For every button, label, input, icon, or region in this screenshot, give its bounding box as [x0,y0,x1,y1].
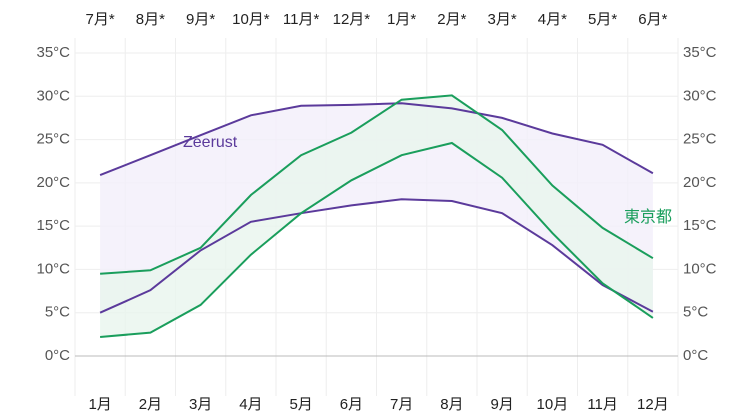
top-tick-label: 4月* [538,11,567,28]
x-tick-label: 7月 [390,396,413,413]
x-tick-label: 12月 [637,396,669,413]
y-tick-label: 15°C [36,217,70,234]
temperature-line [100,94,654,275]
y2-tick-label: 5°C [683,304,708,321]
temperature-band [100,95,653,338]
temperature-line [99,198,654,314]
series-label: Zeerust [183,134,238,151]
x-tick-label: 4月 [239,396,262,413]
y2-tick-label: 15°C [683,217,717,234]
y2-tick-label: 30°C [683,87,717,104]
x-tick-label: 9月 [490,396,513,413]
y-tick-label: 10°C [36,260,70,277]
x-tick-label: 1月 [88,396,111,413]
top-tick-label: 9月* [186,11,215,28]
top-tick-label: 3月* [488,11,517,28]
temperature-line [100,141,654,338]
series-label: 東京都 [624,208,672,226]
y2-tick-label: 10°C [683,260,717,277]
top-tick-label: 5月* [588,11,617,28]
x-tick-label: 5月 [289,396,312,413]
top-tick-label: 6月* [638,11,667,28]
x-tick-label: 3月 [189,396,212,413]
y-tick-label: 35°C [36,44,70,61]
top-tick-label: 1月* [387,11,416,28]
x-tick-label: 6月 [340,396,363,413]
y2-tick-label: 25°C [683,131,717,148]
x-tick-label: 10月 [537,396,569,413]
top-tick-label: 11月* [283,11,320,28]
y-tick-label: 5°C [45,304,70,321]
y-tick-label: 20°C [36,174,70,191]
x-tick-label: 8月 [440,396,463,413]
top-tick-label: 12月* [333,11,371,28]
top-tick-label: 2月* [437,11,466,28]
x-tick-label: 11月 [587,396,618,413]
y2-tick-label: 35°C [683,44,717,61]
top-tick-label: 7月* [86,11,115,28]
y2-tick-label: 0°C [683,347,708,364]
y-tick-label: 25°C [36,131,70,148]
y-tick-label: 30°C [36,87,70,104]
top-tick-label: 8月* [136,11,165,28]
temperature-line [99,102,654,177]
top-tick-label: 10月* [232,11,270,28]
x-tick-label: 2月 [139,396,162,413]
y2-tick-label: 20°C [683,174,717,191]
y-tick-label: 0°C [45,347,70,364]
